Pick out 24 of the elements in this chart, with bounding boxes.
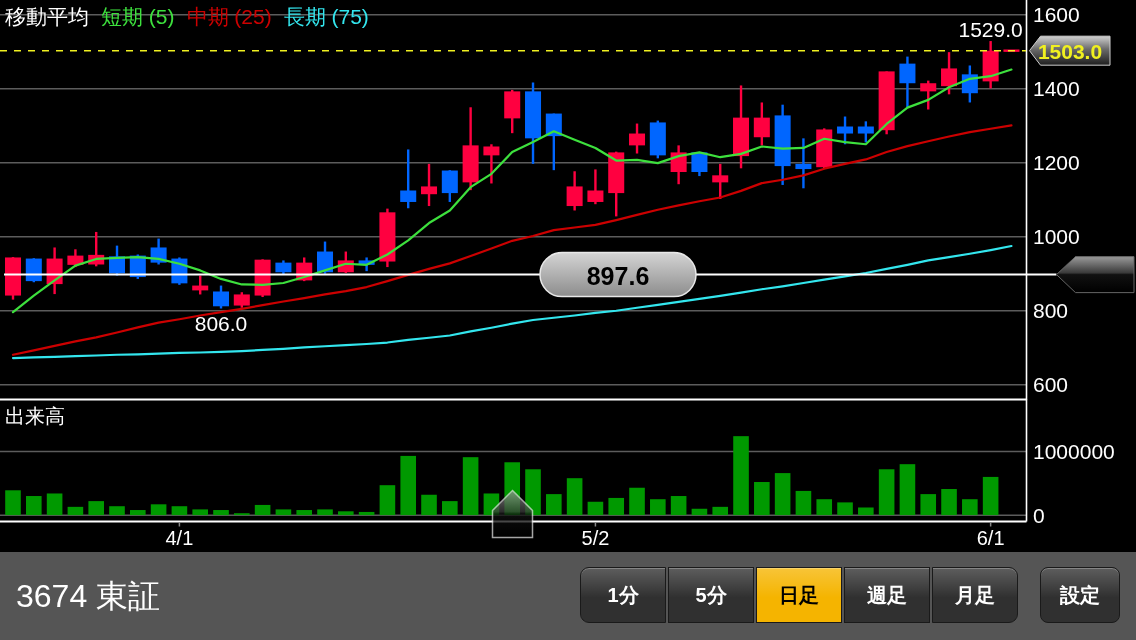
button: 1分 — [580, 567, 666, 623]
button: 月足 — [932, 567, 1018, 623]
y-tick-label: 600 — [1033, 373, 1069, 397]
legend: 移動平均 短期 (5) 中期 (25) 長期 (75) — [5, 4, 369, 28]
button: 設定 — [1040, 567, 1120, 623]
y-tick-label: 0 — [1033, 503, 1045, 527]
y-tick-label: 800 — [1033, 299, 1069, 323]
text: 3674 東証 — [16, 577, 161, 616]
y-tick-label: 1400 — [1033, 77, 1080, 101]
axis-tag: 1503.0 — [1029, 35, 1111, 66]
button: 週足 — [844, 567, 930, 623]
button: 5分 — [668, 567, 754, 623]
line-label: 897.6 — [586, 261, 650, 290]
x-tick-label: 6/1 — [976, 526, 1005, 549]
x-tick-label: 5/2 — [581, 526, 610, 549]
annotation: 806.0 — [194, 312, 248, 335]
button: 日足 — [756, 567, 842, 623]
y-tick-label: 1000 — [1033, 225, 1080, 249]
y-tick-label: 1200 — [1033, 151, 1080, 175]
panel-title: 出来高 — [5, 404, 65, 427]
x-tick-label: 4/1 — [165, 526, 194, 549]
y-tick-label: 1600 — [1033, 3, 1080, 27]
y-tick-label: 1000000 — [1033, 439, 1115, 463]
annotation: 1529.0 — [958, 17, 1023, 41]
